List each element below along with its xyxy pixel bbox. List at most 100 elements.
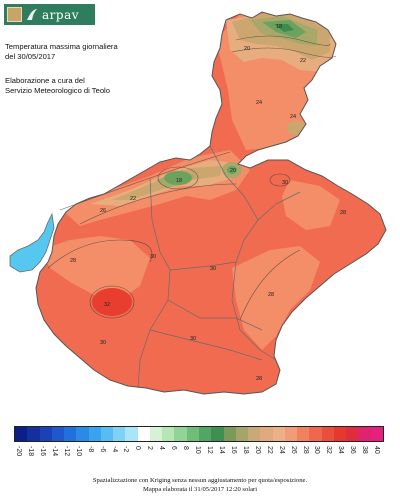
legend-tick: 6 (169, 444, 181, 466)
isotherm-line (89, 285, 135, 319)
contour-label: 32 (104, 302, 110, 308)
legend-tick-label: 16 (229, 446, 237, 454)
legend-tick: 2 (145, 444, 157, 466)
legend-tick: 14 (217, 444, 229, 466)
legend-tick-label: 12 (206, 446, 213, 454)
friuli-border-warm-zone (282, 180, 340, 230)
legend-tick: 10 (193, 444, 205, 466)
legend-swatch (198, 427, 212, 441)
contour-label: 24 (256, 100, 262, 106)
legend-swatch (27, 427, 40, 441)
legend-tick-label: 22 (265, 446, 273, 454)
legend-tick-label: 28 (301, 446, 309, 454)
legend-tick-label: 34 (337, 446, 345, 454)
title-line-1: Temperatura massima giornaliera (5, 42, 118, 51)
province-border (209, 145, 259, 221)
legend-tick-label: -12 (62, 446, 70, 457)
legend-tick-label: -10 (74, 446, 82, 457)
legend-swatch (15, 427, 28, 441)
legend-swatch (309, 427, 322, 441)
contour-label: 30 (100, 340, 106, 346)
legend-tick: 28 (301, 444, 313, 466)
map-footer: Spazializzazione con Kriging senza nessu… (0, 476, 400, 494)
contour-label: 30 (282, 180, 288, 186)
legend-swatch (113, 427, 126, 441)
isotherm-line (231, 47, 337, 58)
legend-tick: -12 (62, 444, 74, 466)
cansiglio-green-zone (227, 166, 237, 174)
footer-line-1: Spazializzazione con Kriging senza nessu… (92, 477, 308, 484)
logo-text: arpav (42, 7, 80, 22)
legend-tick: 24 (277, 444, 289, 466)
legend-tick-label: -8 (86, 446, 94, 453)
isotherm-line (157, 166, 199, 190)
veneto-outline (35, 11, 387, 395)
legend-swatch (284, 427, 298, 441)
legend-swatch (248, 427, 261, 441)
legend-tick-label: -18 (26, 446, 34, 457)
legend-tick-labels: -20 -18 -16 -14 -12 -10 -8 -6 -4 -2 0 2 4 6 8 10 12 14 16 1… (14, 444, 384, 466)
legend-swatch (297, 427, 310, 441)
legend-tick-label: 40 (373, 446, 381, 454)
legend-tick-label: 24 (277, 446, 285, 454)
legend-tick: 0 (133, 444, 145, 466)
logo-emblem (7, 7, 22, 22)
isotherm-line (235, 35, 331, 46)
legend-tick: -18 (26, 444, 38, 466)
legend-tick-label: -6 (98, 446, 106, 453)
legend-tick: -4 (110, 444, 122, 466)
legend-tick-label: -4 (110, 446, 118, 453)
legend-swatch (76, 427, 89, 441)
legend-tick: 30 (312, 444, 324, 466)
legend-tick-label: 10 (194, 446, 202, 454)
legend-swatch (137, 427, 150, 441)
temperature-legend: -20 -18 -16 -14 -12 -10 -8 -6 -4 -2 0 2 4 6 8 10 12 14 16 1… (14, 426, 384, 466)
legend-tick-label: 14 (217, 446, 225, 454)
legend-tick-label: 30 (313, 446, 321, 454)
lake-garda (9, 212, 55, 273)
contour-label: 30 (190, 336, 196, 342)
legend-tick-label: 38 (361, 446, 369, 454)
legend-swatch (346, 427, 359, 441)
legend-tick: 16 (229, 444, 241, 466)
legend-tick: -8 (86, 444, 98, 466)
province-borders (137, 145, 301, 389)
legend-swatch (272, 427, 285, 441)
legend-swatch (149, 427, 163, 441)
hot-core-zone (92, 288, 132, 316)
legend-tick: -20 (14, 444, 26, 466)
province-border (167, 299, 263, 331)
legend-tick-label: -16 (38, 446, 46, 457)
credit-line-2: Servizio Meteorologico di Teolo (5, 86, 110, 95)
contour-label: 30 (150, 254, 156, 260)
contour-label: 20 (230, 168, 236, 174)
legend-tick: 32 (324, 444, 336, 466)
contour-label: 28 (70, 258, 76, 264)
legend-tick-label: 36 (349, 446, 357, 454)
contour-label: 28 (340, 210, 346, 216)
legend-swatch (223, 427, 236, 441)
cadore-tan-zone (287, 121, 305, 135)
legend-tick-label: 8 (182, 446, 190, 450)
legend-tick-label: 6 (170, 446, 178, 450)
legend-swatch (39, 427, 52, 441)
legend-swatch (235, 427, 249, 441)
legend-tick: 20 (253, 444, 265, 466)
legend-tick-label: 32 (325, 446, 333, 454)
legend-swatch (125, 427, 138, 441)
legend-tick: 36 (348, 444, 360, 466)
contour-label: 20 (244, 46, 250, 52)
legend-tick: 18 (241, 444, 253, 466)
legend-swatch (333, 427, 347, 441)
map-title: Temperatura massima giornaliera del 30/0… (5, 42, 118, 62)
contour-label: 18 (276, 24, 282, 30)
legend-tick-label: 20 (253, 446, 261, 454)
legend-tick: -14 (50, 444, 62, 466)
garda-warm-zone (40, 236, 150, 300)
legend-tick: 34 (336, 444, 348, 466)
legend-swatch (88, 427, 101, 441)
legend-tick: 38 (360, 444, 372, 466)
legend-tick: -2 (121, 444, 133, 466)
map-credit: Elaborazione a cura del Servizio Meteoro… (5, 76, 110, 96)
legend-tick-label: 4 (158, 446, 166, 450)
